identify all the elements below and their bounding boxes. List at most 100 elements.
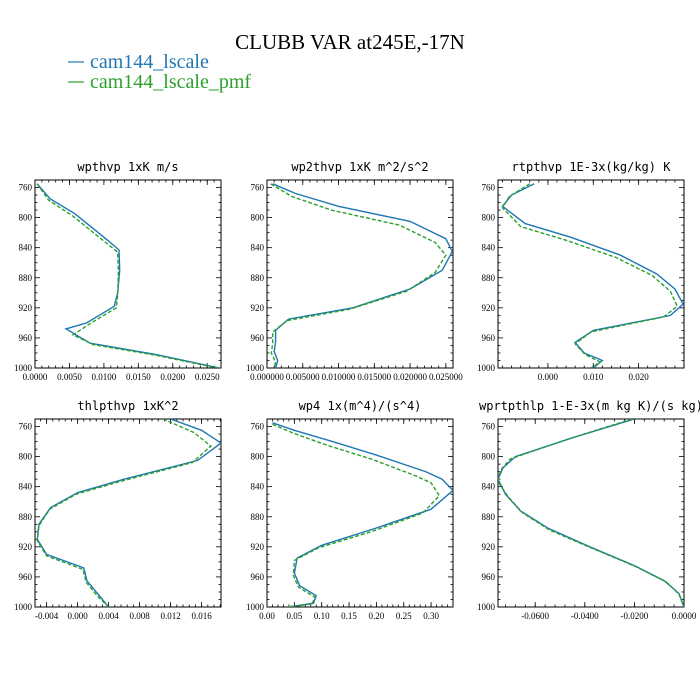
y-tick-label: 960: [251, 333, 265, 343]
series-line-lscale-pmf: [270, 183, 447, 368]
legend: cam144_lscale cam144_lscale_pmf: [68, 51, 251, 93]
y-tick-label: 1000: [14, 363, 33, 373]
y-tick-label: 920: [19, 303, 33, 313]
y-tick-label: 920: [482, 303, 496, 313]
y-tick-label: 960: [19, 333, 33, 343]
series-line-lscale: [36, 419, 221, 607]
plot-frame: [34, 179, 222, 369]
series-line-lscale: [501, 183, 684, 368]
series-line-lscale: [272, 422, 453, 607]
panel-6: wprtpthlp 1-E-3x(m kg K)/(s kg) 760 800 840…: [477, 399, 700, 621]
y-tick-label: 840: [19, 482, 33, 492]
x-tick-label: 0.004: [99, 611, 120, 621]
y-tick-label: 1000: [14, 602, 33, 612]
x-tick-label: 0.025000: [429, 372, 463, 382]
y-tick-label: 880: [482, 273, 496, 283]
y-tick-label: 800: [251, 213, 265, 223]
series-line-lscale: [272, 183, 453, 368]
y-tick-label: 800: [19, 213, 33, 223]
y-tick-label: 760: [251, 422, 265, 432]
series-line-lscale: [36, 183, 220, 368]
x-tick-label: 0.020000: [393, 372, 427, 382]
y-tick-label: 840: [251, 243, 265, 253]
y-tick-label: 1000: [246, 363, 265, 373]
panel-1: wpthvp 1xK m/s76080084088092096010000.00…: [14, 160, 222, 382]
x-tick-label: 0.25: [396, 611, 412, 621]
y-tick-label: 880: [19, 273, 33, 283]
x-tick-label: 0.0250: [195, 372, 220, 382]
x-tick-label: 0.05: [286, 611, 302, 621]
x-tick-label: -0.0200: [621, 611, 649, 621]
series-line-lscale-pmf: [272, 423, 441, 607]
legend-label-lscale: cam144_lscale: [90, 51, 209, 73]
x-tick-label: 0.0000: [23, 372, 48, 382]
plot-frame: [266, 179, 454, 369]
x-tick-label: 0.0100: [92, 372, 117, 382]
x-tick-label: 0.012: [161, 611, 181, 621]
plot-frame: [34, 418, 222, 608]
panel-title: thlpthvp 1xK^2: [77, 399, 178, 413]
y-tick-label: 760: [482, 422, 496, 432]
series-line-lscale: [498, 419, 684, 607]
legend-entry-lscale: cam144_lscale: [68, 51, 209, 73]
y-tick-label: 880: [251, 273, 265, 283]
y-tick-label: 760: [19, 422, 33, 432]
panel-title: wprtpthlp 1-E-3x(m kg K)/(s kg): [479, 399, 700, 413]
y-tick-label: 760: [482, 183, 496, 193]
x-tick-label: 0.000000: [250, 372, 284, 382]
panel-5: wp4 1x(m^4)/(s^4)76080084088092096010000…: [246, 399, 454, 621]
x-tick-label: 0.0200: [160, 372, 185, 382]
x-tick-label: 0.008: [130, 611, 151, 621]
y-tick-label: 800: [482, 213, 496, 223]
x-tick-label: 0.20: [369, 611, 385, 621]
panel-4: thlpthvp 1xK^2 760 800 840 880 920 960 1000-0.0…: [14, 399, 222, 621]
x-tick-label: 0.0000: [672, 611, 697, 621]
y-tick-label: 840: [19, 243, 33, 253]
y-tick-label: 960: [19, 572, 33, 582]
y-tick-label: 840: [482, 482, 496, 492]
x-tick-label: 0.000: [68, 611, 89, 621]
figure-title: CLUBB VAR at245E,-17N: [235, 30, 465, 54]
y-tick-label: 880: [482, 512, 496, 522]
y-tick-label: 840: [251, 482, 265, 492]
x-tick-label: 0.0150: [126, 372, 151, 382]
panel-2: wp2thvp 1xK m^2/s^2 760 800 840 880 920 960 100…: [246, 160, 463, 382]
x-tick-label: 0.000: [538, 372, 559, 382]
plot-frame: [266, 418, 454, 608]
x-tick-label: 0.10: [314, 611, 330, 621]
x-tick-label: 0.0050: [57, 372, 82, 382]
y-tick-label: 960: [251, 572, 265, 582]
panel-title: wpthvp 1xK m/s: [77, 160, 178, 174]
y-tick-label: 960: [482, 572, 496, 582]
series-line-lscale-pmf: [36, 183, 218, 368]
series-line-lscale-pmf: [36, 419, 212, 607]
x-tick-label: -0.0600: [521, 611, 549, 621]
x-tick-label: -0.0400: [571, 611, 599, 621]
x-tick-label: 0.010000: [322, 372, 356, 382]
y-tick-label: 920: [251, 303, 265, 313]
plot-frame: [497, 418, 685, 608]
x-tick-label: 0.016: [192, 611, 213, 621]
y-tick-label: 920: [482, 542, 496, 552]
x-tick-label: 0.005000: [286, 372, 320, 382]
y-tick-label: 960: [482, 333, 496, 343]
x-tick-label: 0.020: [629, 372, 650, 382]
x-tick-label: 0.00: [259, 611, 275, 621]
panels-grid: wpthvp 1xK m/s76080084088092096010000.00…: [14, 160, 700, 621]
y-tick-label: 920: [19, 542, 33, 552]
y-tick-label: 760: [251, 183, 265, 193]
series-line-lscale-pmf: [501, 183, 679, 368]
legend-label-lscale-pmf: cam144_lscale_pmf: [90, 71, 251, 93]
x-tick-label: 0.010: [583, 372, 604, 382]
legend-entry-lscale-pmf: cam144_lscale_pmf: [68, 71, 251, 93]
panel-title: wp4 1x(m^4)/(s^4): [299, 399, 422, 413]
y-tick-label: 800: [251, 452, 265, 462]
y-tick-label: 800: [19, 452, 33, 462]
panel-title: wp2thvp 1xK m^2/s^2: [291, 160, 428, 174]
y-tick-label: 760: [19, 183, 33, 193]
y-tick-label: 800: [482, 452, 496, 462]
y-tick-label: 840: [482, 243, 496, 253]
y-tick-label: 1000: [477, 363, 496, 373]
x-tick-label: -0.004: [35, 611, 59, 621]
